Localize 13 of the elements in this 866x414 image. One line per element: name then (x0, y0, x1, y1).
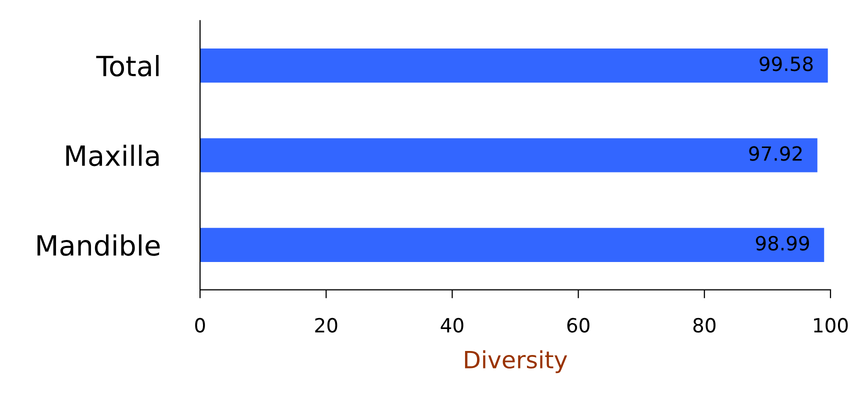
data-label: 99.58 (760, 56, 813, 72)
x-tick-label: 40 (440, 318, 464, 333)
y-tick-label: Total (96, 54, 159, 76)
data-label: 97.92 (749, 146, 802, 161)
y-tick-label: Mandible (37, 234, 160, 256)
x-tick-label: 80 (693, 318, 716, 333)
y-tick-label: Maxilla (66, 144, 159, 166)
x-tick-label: 100 (814, 318, 848, 333)
x-tick-label: 0 (195, 318, 205, 333)
x-tick-label: 20 (315, 318, 338, 333)
data-label: 98.99 (756, 236, 809, 251)
x-axis-title: Diversity (465, 350, 568, 374)
x-tick-label: 60 (567, 318, 590, 333)
